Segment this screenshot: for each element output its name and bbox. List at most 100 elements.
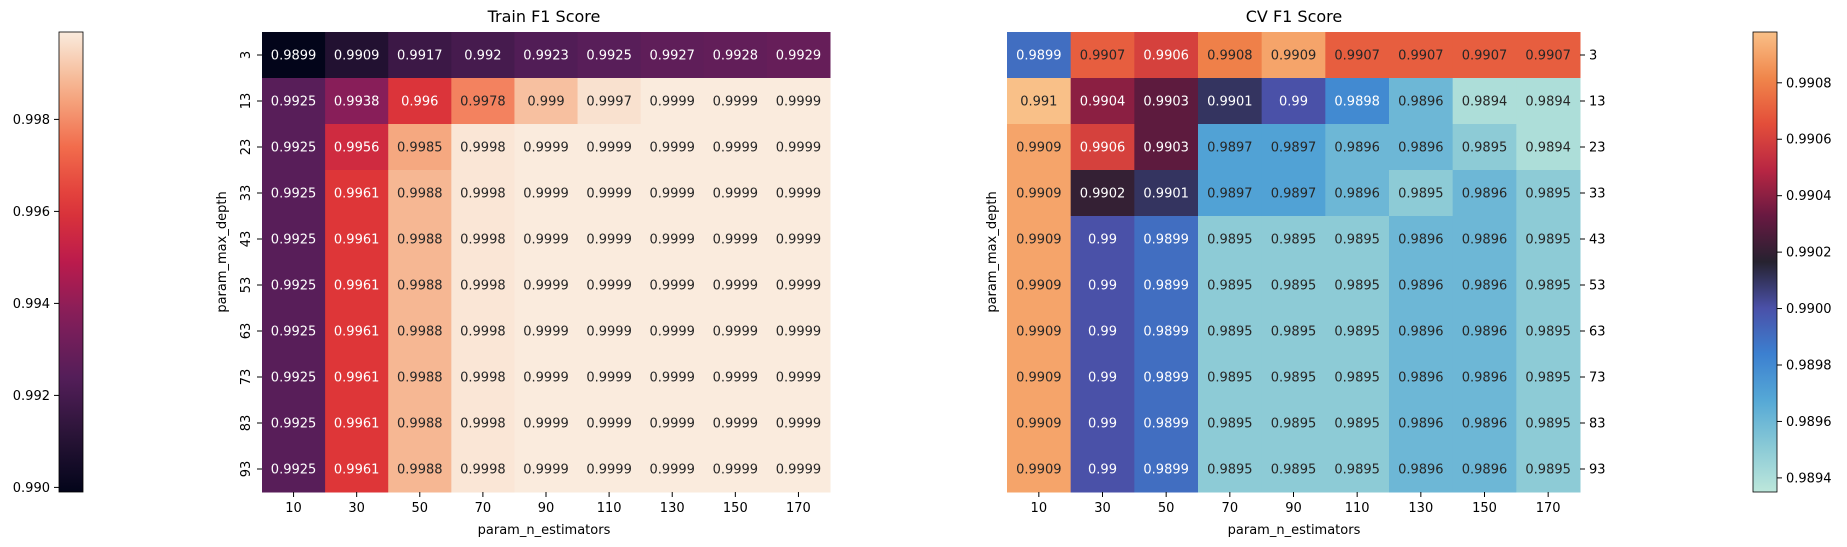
heatmap-cell <box>1516 446 1581 493</box>
heatmap-cell <box>262 32 326 79</box>
cell-value-label: 0.9895 <box>1525 279 1571 294</box>
cell-value-label: 0.9907 <box>1080 49 1126 64</box>
cell-value-label: 0.9961 <box>334 371 380 386</box>
heatmap-cell <box>1261 400 1326 447</box>
heatmap-cell <box>1325 216 1390 263</box>
heatmap-cell <box>388 262 452 309</box>
heatmap-cell <box>577 354 642 401</box>
heatmap-cell <box>514 308 579 355</box>
heatmap-cell <box>1134 78 1199 125</box>
cell-value-label: 0.9999 <box>776 187 822 202</box>
colorbar-tick-label: 0.9898 <box>1786 359 1832 374</box>
heatmap-cell <box>388 400 452 447</box>
cell-value-label: 0.9899 <box>1143 233 1189 248</box>
y-tick-label: 33 <box>239 185 254 202</box>
x-tick-label: 50 <box>1158 501 1175 516</box>
heatmap-cell <box>1198 124 1263 171</box>
cell-value-label: 0.9896 <box>1398 371 1444 386</box>
heatmap-cell <box>1007 308 1072 355</box>
cell-value-label: 0.9999 <box>713 141 759 156</box>
train-xlabel: param_n_estimators <box>478 523 611 538</box>
heatmap-cell <box>766 32 831 79</box>
x-tick-label: 150 <box>1472 501 1497 516</box>
heatmap-cell <box>451 78 515 125</box>
cell-value-label: 0.9909 <box>1016 417 1062 432</box>
colorbar-tick-label: 0.9900 <box>1786 302 1832 317</box>
y-tick-label: 53 <box>1589 279 1606 294</box>
x-tick-label: 130 <box>660 501 685 516</box>
heatmap-cell <box>1452 262 1517 309</box>
heatmap-cell <box>388 170 452 217</box>
cell-value-label: 0.9909 <box>1016 187 1062 202</box>
cell-value-label: 0.99 <box>1088 279 1117 294</box>
cell-value-label: 0.9909 <box>1271 49 1317 64</box>
heatmap-cell <box>262 170 326 217</box>
cell-value-label: 0.9895 <box>1525 233 1571 248</box>
cell-value-label: 0.9923 <box>523 49 569 64</box>
heatmap-cell <box>451 262 515 309</box>
heatmap-cell <box>262 262 326 309</box>
heatmap-cell <box>1007 124 1072 171</box>
heatmap-cell <box>1516 78 1581 125</box>
heatmap-cell <box>1452 354 1517 401</box>
heatmap-cell <box>1134 32 1199 79</box>
heatmap-cell <box>451 308 515 355</box>
cell-value-label: 0.9902 <box>1080 187 1126 202</box>
y-tick-label: 83 <box>1589 417 1606 432</box>
cell-value-label: 0.9988 <box>397 371 443 386</box>
heatmap-cell <box>1134 354 1199 401</box>
heatmap-cell <box>1325 446 1390 493</box>
cell-value-label: 0.9895 <box>1271 417 1317 432</box>
heatmap-cell <box>1325 308 1390 355</box>
heatmap-cell <box>388 32 452 79</box>
heatmap-cell <box>1198 170 1263 217</box>
heatmap-cell <box>1261 262 1326 309</box>
x-tick-label: 90 <box>1285 501 1302 516</box>
heatmap-cell <box>1389 400 1454 447</box>
heatmap-cell <box>703 400 768 447</box>
cell-value-label: 0.9894 <box>1462 95 1508 110</box>
cell-value-label: 0.9998 <box>460 463 506 478</box>
x-tick-label: 110 <box>1345 501 1370 516</box>
heatmap-cell <box>1325 262 1390 309</box>
cell-value-label: 0.99 <box>1279 95 1308 110</box>
heatmap-cell <box>1007 78 1072 125</box>
colorbar-tick-label: 0.9908 <box>1786 76 1832 91</box>
cell-value-label: 0.9985 <box>397 141 443 156</box>
heatmap-cell <box>514 446 579 493</box>
heatmap-cell <box>1452 446 1517 493</box>
cell-value-label: 0.999 <box>527 95 564 110</box>
cell-value-label: 0.9925 <box>271 463 317 478</box>
x-tick-label: 110 <box>597 501 622 516</box>
cell-value-label: 0.9895 <box>1525 325 1571 340</box>
y-tick-label: 53 <box>239 277 254 294</box>
cell-value-label: 0.9895 <box>1525 187 1571 202</box>
y-tick-label: 23 <box>239 139 254 156</box>
heatmap-cell <box>1325 124 1390 171</box>
train-cells: 0.9899 0.9909 0.9917 0.992 0.9923 0.9925 0.992… <box>262 32 831 493</box>
heatmap-cell <box>577 216 642 263</box>
heatmap-cell <box>703 78 768 125</box>
cell-value-label: 0.9907 <box>1334 49 1380 64</box>
cell-value-label: 0.9999 <box>523 325 569 340</box>
heatmap-cell <box>388 78 452 125</box>
cell-value-label: 0.9961 <box>334 279 380 294</box>
heatmap-cell <box>640 308 705 355</box>
colorbar-tick-label: 0.990 <box>13 481 50 496</box>
cell-value-label: 0.9938 <box>334 95 380 110</box>
cell-value-label: 0.9925 <box>271 279 317 294</box>
heatmap-cell <box>766 400 831 447</box>
heatmap-cell <box>640 446 705 493</box>
heatmap-cell <box>388 124 452 171</box>
cell-value-label: 0.9999 <box>713 417 759 432</box>
colorbar-tick-label: 0.998 <box>13 113 50 128</box>
cell-value-label: 0.9901 <box>1143 187 1189 202</box>
cell-value-label: 0.9894 <box>1525 95 1571 110</box>
heatmap-cell <box>1452 216 1517 263</box>
cv-y-ticks: 3 13 23 33 43 53 63 73 83 93 <box>1580 49 1606 478</box>
cell-value-label: 0.9998 <box>460 279 506 294</box>
cell-value-label: 0.9896 <box>1462 463 1508 478</box>
colorbar-tick-label: 0.9896 <box>1786 415 1832 430</box>
heatmap-cell <box>1070 308 1135 355</box>
cell-value-label: 0.99 <box>1088 417 1117 432</box>
